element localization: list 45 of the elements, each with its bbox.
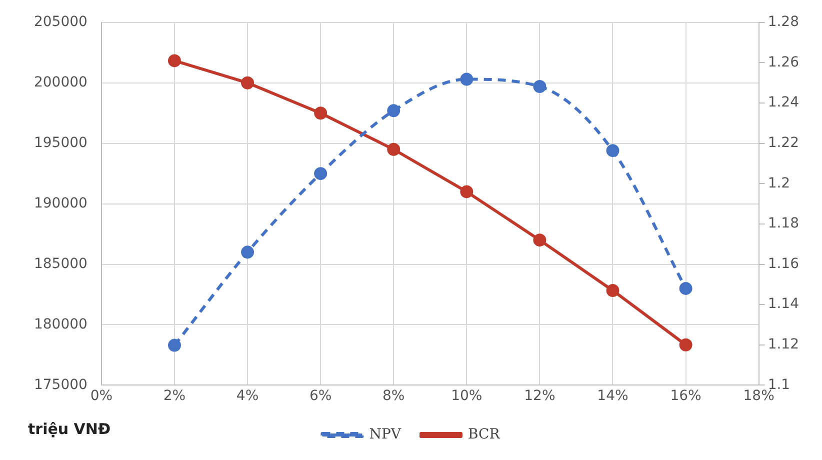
y2-tick-label: 1.24 xyxy=(768,94,800,111)
x-tick-label: 2% xyxy=(163,388,186,404)
y2-tick-label: 1.22 xyxy=(768,134,799,151)
point xyxy=(533,234,546,247)
y2-tick-label: 1.28 xyxy=(768,14,799,30)
y2-tick-label: 1.12 xyxy=(768,336,799,353)
y2-tick-label: 1.14 xyxy=(768,296,800,312)
x-tick-label: 4% xyxy=(236,388,259,404)
point xyxy=(387,104,400,118)
x-tick-label: 8% xyxy=(382,388,405,404)
y-tick-label: 195000 xyxy=(34,134,88,151)
point xyxy=(606,284,620,297)
point xyxy=(241,76,254,90)
point xyxy=(606,144,620,158)
y-tick-label: 175000 xyxy=(34,376,88,393)
point xyxy=(679,282,692,295)
x-tick-label: 16% xyxy=(670,388,702,404)
y-tick-label: 185000 xyxy=(34,256,88,272)
point xyxy=(460,185,474,198)
y-tick-label: 205000 xyxy=(34,14,88,30)
x-tick-label: 0% xyxy=(90,388,113,404)
y2-tick-label: 1.16 xyxy=(768,256,800,272)
point xyxy=(314,106,328,120)
x-tick-label: 6% xyxy=(309,388,332,404)
y-tick-label: 180000 xyxy=(34,316,88,332)
x-tick-label: 12% xyxy=(524,388,556,404)
point xyxy=(168,338,181,352)
point xyxy=(460,72,474,86)
y2-tick-label: 1.2 xyxy=(768,175,790,192)
point xyxy=(241,246,254,259)
y2-tick-label: 1.26 xyxy=(768,54,800,70)
y-tick-label: 200000 xyxy=(34,74,88,91)
y-tick-label: 190000 xyxy=(34,195,88,212)
point xyxy=(314,167,328,180)
x-tick-label: 14% xyxy=(597,388,628,404)
point xyxy=(533,80,546,93)
point xyxy=(679,338,692,352)
y-axis-title: triệu VNĐ xyxy=(28,420,111,438)
legend-label: NPV xyxy=(369,426,402,443)
point xyxy=(168,54,181,68)
x-tick-label: 10% xyxy=(451,388,482,404)
y2-tick-label: 1.18 xyxy=(768,216,799,232)
legend-label: BCR xyxy=(468,426,500,443)
x-tick-label: 18% xyxy=(743,388,774,404)
point xyxy=(387,142,400,156)
